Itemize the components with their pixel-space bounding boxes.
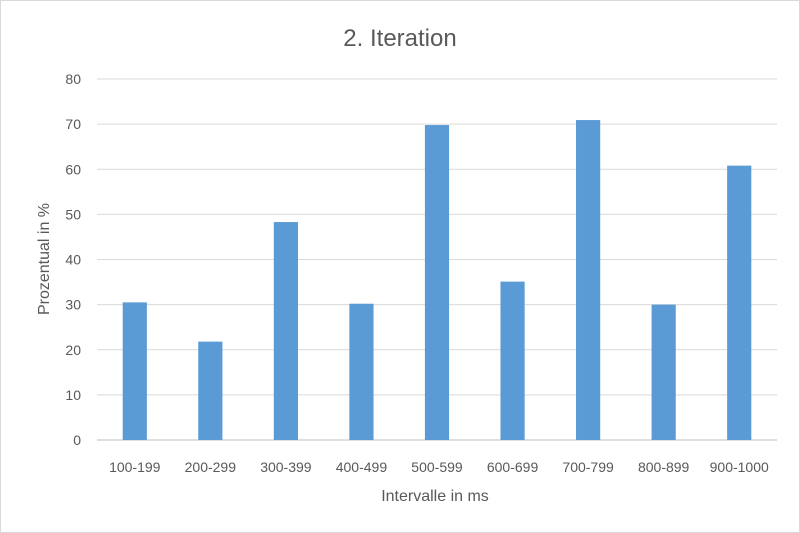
y-tick-label: 60 bbox=[65, 161, 81, 177]
bar-500-599 bbox=[424, 125, 450, 440]
chart-title: 2. Iteration bbox=[343, 25, 456, 52]
y-tick-label: 80 bbox=[65, 71, 81, 87]
bar-100-199 bbox=[122, 302, 147, 440]
y-tick-label: 40 bbox=[65, 252, 81, 268]
x-tick-label: 800-899 bbox=[638, 459, 690, 475]
y-axis-label: Prozentual in % bbox=[36, 203, 53, 315]
x-tick-label: 300-399 bbox=[260, 459, 312, 475]
bar-600-699 bbox=[500, 281, 525, 440]
bar-700-799 bbox=[576, 120, 601, 440]
y-tick-label: 50 bbox=[65, 206, 81, 222]
x-tick-label: 500-599 bbox=[411, 459, 463, 475]
bar-900-1000 bbox=[727, 165, 752, 440]
x-tick-label: 200-299 bbox=[185, 459, 237, 475]
bar-800-899 bbox=[651, 304, 676, 440]
x-axis-label: Intervalle in ms bbox=[381, 488, 489, 505]
y-tick-label: 30 bbox=[65, 297, 81, 313]
bar-400-499 bbox=[349, 303, 374, 440]
y-tick-label: 20 bbox=[65, 342, 81, 358]
y-tick-label: 70 bbox=[65, 116, 81, 132]
bar-300-399 bbox=[273, 222, 298, 440]
y-axis-ticks: 0 10 20 30 40 50 60 70 80 bbox=[65, 71, 81, 448]
bars bbox=[122, 120, 752, 440]
x-axis-ticks: 100-199 200-299 300-399 400-499 500-599 600-6… bbox=[109, 459, 769, 475]
x-tick-label: 600-699 bbox=[487, 459, 539, 475]
x-tick-label: 700-799 bbox=[562, 459, 614, 475]
bar-200-299 bbox=[198, 341, 223, 440]
y-tick-label: 0 bbox=[73, 432, 81, 448]
x-tick-label: 900-1000 bbox=[710, 459, 769, 475]
y-tick-label: 10 bbox=[65, 387, 81, 403]
x-tick-label: 100-199 bbox=[109, 459, 161, 475]
x-tick-label: 400-499 bbox=[336, 459, 388, 475]
